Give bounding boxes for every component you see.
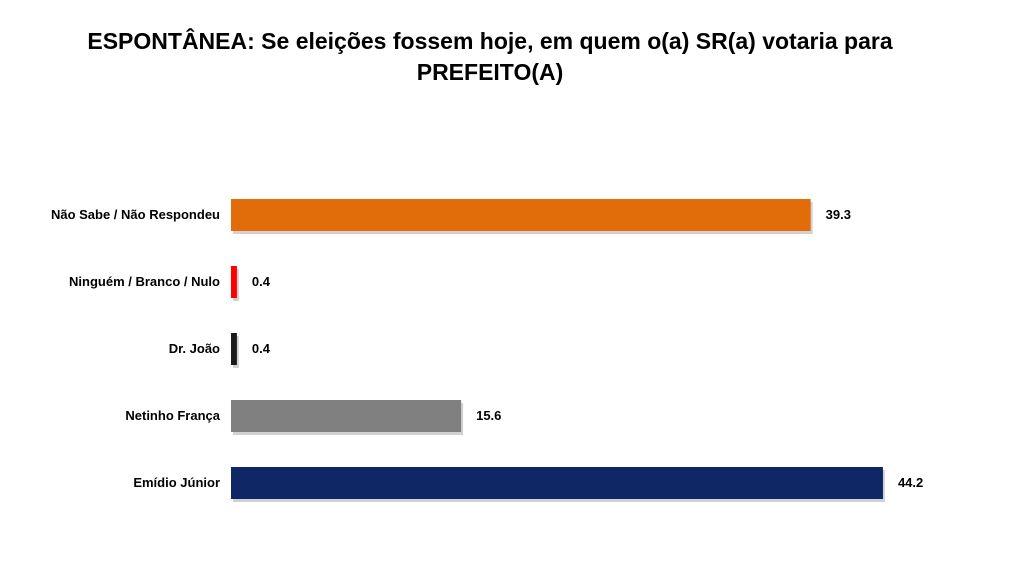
value-label-emidio-junior: 44.2 <box>898 475 923 490</box>
category-label-ninguem-branco-nulo: Ninguém / Branco / Nulo <box>69 274 220 289</box>
bar-netinho-franca <box>231 400 462 432</box>
value-label-nao-sabe-nao-respondeu: 39.3 <box>826 207 851 222</box>
category-label-emidio-junior: Emídio Júnior <box>133 475 220 490</box>
category-label-nao-sabe-nao-respondeu: Não Sabe / Não Respondeu <box>51 207 220 222</box>
value-label-ninguem-branco-nulo: 0.4 <box>252 274 271 289</box>
bar-ninguem-branco-nulo <box>231 266 237 298</box>
chart-title-line-1: ESPONTÂNEA: Se eleições fossem hoje, em … <box>87 28 893 54</box>
value-label-netinho-franca: 15.6 <box>476 408 501 423</box>
bar-dr-joao <box>231 333 237 365</box>
category-label-dr-joao: Dr. João <box>169 341 220 356</box>
bar-nao-sabe-nao-respondeu <box>231 199 811 231</box>
category-label-netinho-franca: Netinho França <box>125 408 220 423</box>
chart-title-line-2: PREFEITO(A) <box>416 59 564 85</box>
chart-title: ESPONTÂNEA: Se eleições fossem hoje, em … <box>40 26 940 88</box>
bar-emidio-junior <box>231 467 883 499</box>
value-label-dr-joao: 0.4 <box>252 341 271 356</box>
